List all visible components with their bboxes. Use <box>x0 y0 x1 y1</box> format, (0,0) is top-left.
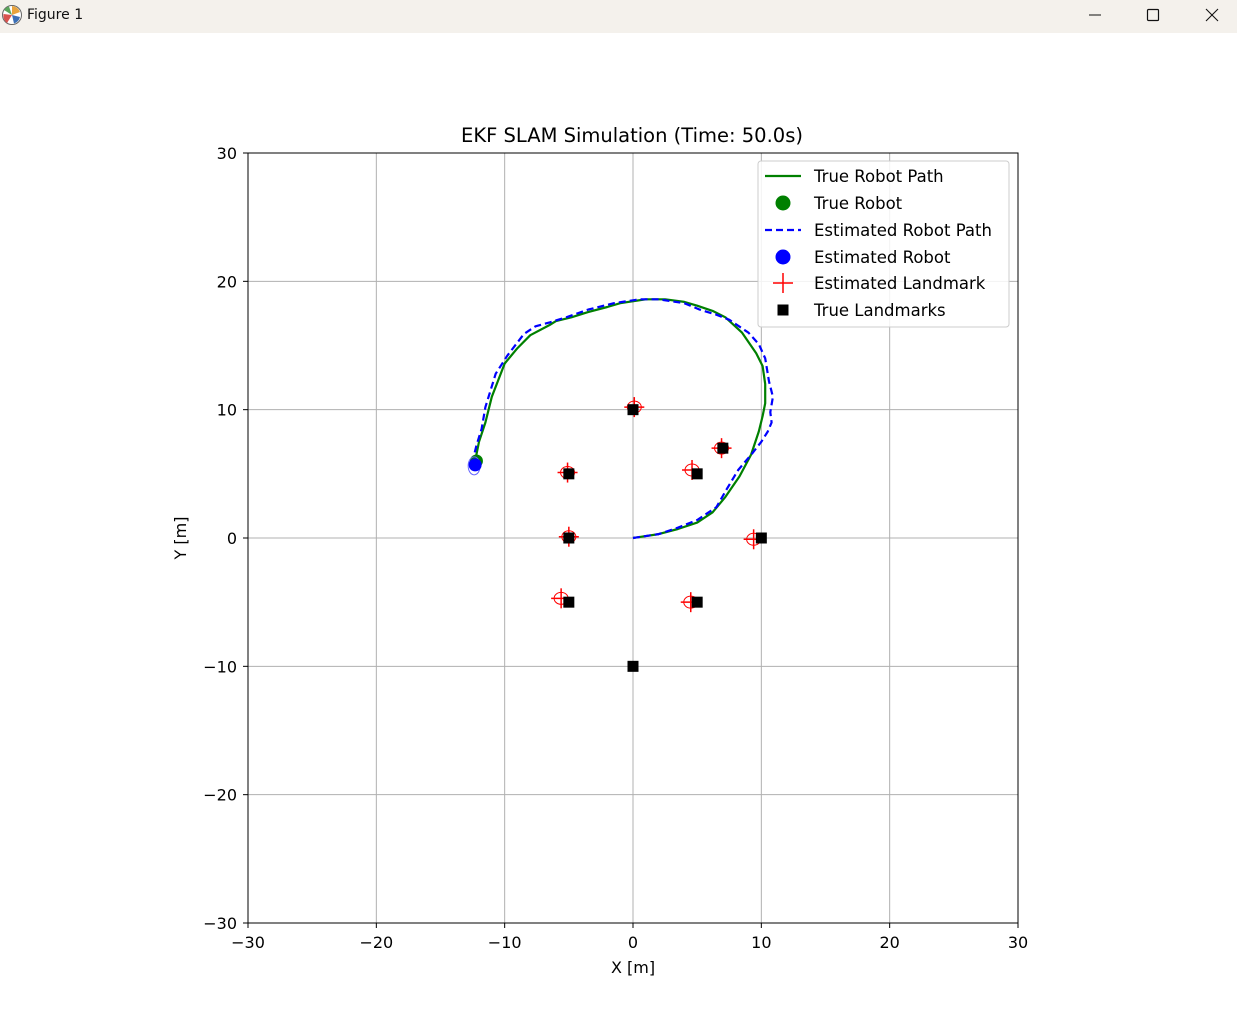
data-layer <box>467 298 775 672</box>
legend-label: True Robot Path <box>813 167 944 186</box>
x-tick-label: 0 <box>628 933 638 952</box>
figure-canvas: EKF SLAM Simulation (Time: 50.0s) −30 −20… <box>171 124 1028 977</box>
maximize-icon <box>1146 8 1160 22</box>
legend-entry: True Robot Path <box>765 167 944 186</box>
close-icon <box>1205 8 1219 22</box>
estimated-robot-path-line <box>471 298 775 540</box>
legend-label: Estimated Robot <box>814 248 951 267</box>
true-robot-path-line <box>474 298 767 540</box>
minimize-icon <box>1089 14 1101 16</box>
minimize-button[interactable] <box>1066 0 1124 30</box>
x-tick-label: −10 <box>488 933 522 952</box>
legend-box <box>757 160 1010 328</box>
x-tick-label: −20 <box>359 933 393 952</box>
true-landmark-point <box>691 596 703 608</box>
x-tick-label: 10 <box>751 933 771 952</box>
legend-entry: Estimated Robot <box>775 248 951 267</box>
close-button[interactable] <box>1183 0 1237 30</box>
true-landmark-point <box>755 532 767 544</box>
window-title: Figure 1 <box>27 7 84 23</box>
y-tick-label: 30 <box>217 144 237 163</box>
y-tick-label: −20 <box>203 786 237 805</box>
legend-handle-true-landmarks <box>777 304 789 316</box>
legend-label: Estimated Landmark <box>814 274 986 293</box>
x-axis-label: X [m] <box>611 958 655 977</box>
true-landmark-point <box>627 660 639 672</box>
true-landmark-point <box>563 596 575 608</box>
legend-entry: True Robot <box>775 194 903 213</box>
legend-label: Estimated Robot Path <box>814 221 992 240</box>
y-tick-label: −30 <box>203 914 237 933</box>
y-axis-label: Y [m] <box>171 517 190 561</box>
maximize-button[interactable] <box>1124 0 1182 30</box>
chart-title: EKF SLAM Simulation (Time: 50.0s) <box>461 124 803 147</box>
legend-handle-estimated-robot <box>775 249 791 265</box>
x-tick-label: 30 <box>1008 933 1028 952</box>
y-tick-label: 20 <box>217 272 237 291</box>
y-tick-label: 0 <box>227 529 237 548</box>
legend-entry: Estimated Landmark <box>773 273 986 293</box>
legend-label: True Robot <box>813 194 903 213</box>
true-landmark-point <box>691 468 703 480</box>
true-landmark-point <box>717 442 729 454</box>
true-landmark-point <box>627 404 639 416</box>
axis-ticks: −30 −20 −10 0 10 20 30 −30 −20 −10 0 10 20 30 <box>203 144 1028 952</box>
y-tick-label: −10 <box>203 657 237 676</box>
legend: True Robot Path True Robot Estimated Robot… <box>757 160 1010 328</box>
legend-entry: Estimated Robot Path <box>765 221 992 240</box>
window-title-bar: Figure 1 <box>0 0 1237 33</box>
true-landmark-point <box>563 532 575 544</box>
matplotlib-icon <box>2 5 22 25</box>
estimated-robot-marker <box>468 458 482 472</box>
true-landmark-point <box>563 468 575 480</box>
x-tick-label: 20 <box>879 933 899 952</box>
x-tick-label: −30 <box>231 933 265 952</box>
legend-handle-true-robot <box>775 195 791 211</box>
y-tick-label: 10 <box>217 401 237 420</box>
legend-label: True Landmarks <box>813 301 946 320</box>
legend-entry: True Landmarks <box>777 301 946 320</box>
